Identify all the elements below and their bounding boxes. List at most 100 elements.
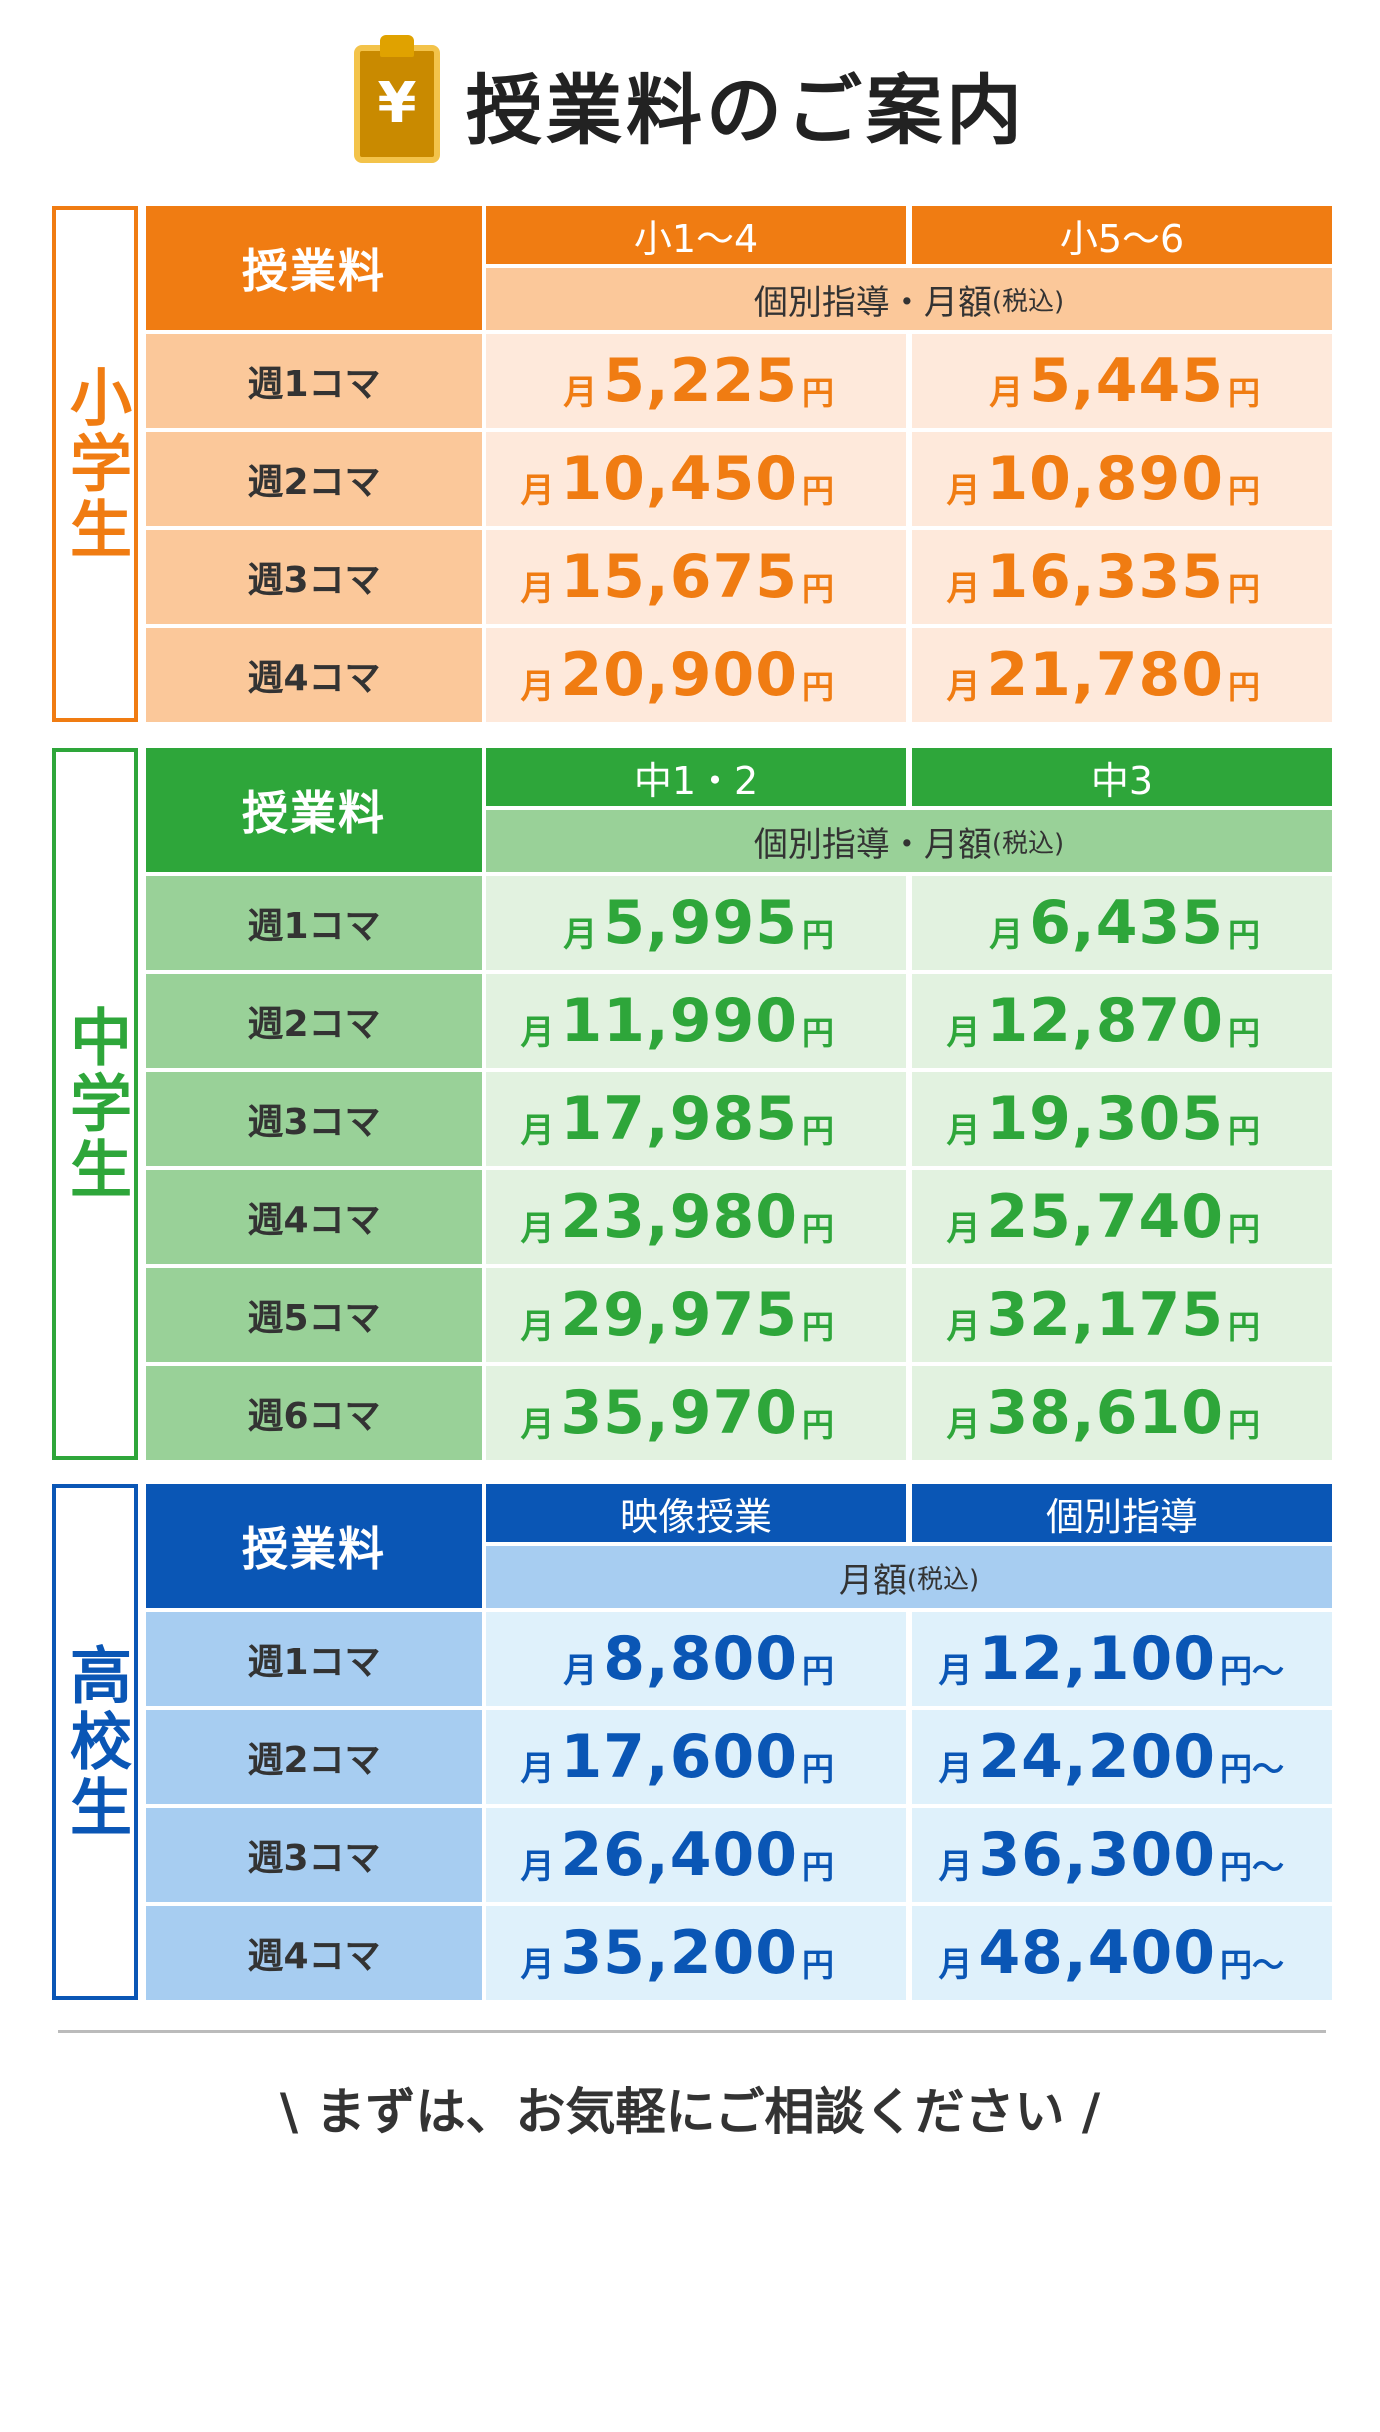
row-label: 週4コマ	[146, 1906, 482, 2000]
price-suffix: 円	[801, 1946, 834, 1984]
price-suffix: 円	[801, 1112, 834, 1150]
price-value: 36,300	[978, 1820, 1216, 1890]
subheader-note: (税込)	[906, 1564, 980, 1595]
subheader: 個別指導・月額 (税込)	[486, 268, 1332, 330]
price-prefix: 月	[938, 1846, 973, 1887]
price-prefix: 月	[520, 1110, 555, 1151]
price-prefix: 月	[520, 1404, 555, 1445]
price-suffix: 円	[801, 570, 834, 608]
price-prefix: 月	[938, 1944, 973, 1985]
price-cell: 月 17,600 円	[486, 1710, 906, 1804]
yen-clipboard-icon: ¥	[354, 35, 440, 163]
divider	[58, 2030, 1326, 2033]
price-cell: 月 5,445 円	[912, 334, 1332, 428]
price-cell: 月 16,335 円	[912, 530, 1332, 624]
price-cell: 月 11,990 円	[486, 974, 906, 1068]
price-prefix: 月	[563, 372, 598, 413]
price-cell: 月 35,200 円	[486, 1906, 906, 2000]
row-label: 週4コマ	[146, 1170, 482, 1264]
price-prefix: 月	[520, 666, 555, 707]
row-label: 週3コマ	[146, 530, 482, 624]
price-cell: 月 17,985 円	[486, 1072, 906, 1166]
column-header: 映像授業	[486, 1484, 906, 1542]
price-suffix: 円	[1227, 1210, 1260, 1248]
price-prefix: 月	[938, 1748, 973, 1789]
section-label: 小学生	[59, 365, 132, 563]
price-cell: 月 35,970 円	[486, 1366, 906, 1460]
price-suffix: 円〜	[1219, 1652, 1284, 1690]
price-suffix: 円	[1227, 668, 1260, 706]
price-suffix: 円	[1227, 472, 1260, 510]
price-cell: 月 19,305 円	[912, 1072, 1332, 1166]
column-header: 中3	[912, 748, 1332, 806]
row-label: 週3コマ	[146, 1072, 482, 1166]
price-cell: 月 5,225 円	[486, 334, 906, 428]
price-cell: 月 10,450 円	[486, 432, 906, 526]
price-value: 17,985	[560, 1084, 798, 1154]
section-side-label: 小学生	[52, 206, 138, 722]
column-header: 小1〜4	[486, 206, 906, 264]
subheader-note: (税込)	[991, 286, 1065, 317]
price-value: 15,675	[560, 542, 798, 612]
price-suffix: 円	[801, 916, 834, 954]
row-label: 週2コマ	[146, 1710, 482, 1804]
page-title: 授業料のご案内	[466, 66, 1026, 155]
price-value: 5,225	[603, 346, 798, 416]
fee-label-cell: 授業料	[146, 748, 482, 872]
price-cell: 月 12,870 円	[912, 974, 1332, 1068]
price-value: 17,600	[560, 1722, 798, 1792]
price-prefix: 月	[520, 1846, 555, 1887]
price-value: 12,100	[978, 1624, 1216, 1694]
subheader: 月額 (税込)	[486, 1546, 1332, 1608]
section-side-label: 高校生	[52, 1484, 138, 2000]
price-cell: 月 21,780 円	[912, 628, 1332, 722]
price-cell: 月 15,675 円	[486, 530, 906, 624]
price-suffix: 円	[801, 1210, 834, 1248]
price-suffix: 円	[1227, 1112, 1260, 1150]
row-label: 週5コマ	[146, 1268, 482, 1362]
row-label: 週3コマ	[146, 1808, 482, 1902]
price-prefix: 月	[946, 666, 981, 707]
price-value: 35,970	[560, 1378, 798, 1448]
price-value: 10,450	[560, 444, 798, 514]
price-prefix: 月	[989, 914, 1024, 955]
price-prefix: 月	[946, 1012, 981, 1053]
price-suffix: 円	[801, 472, 834, 510]
price-prefix: 月	[938, 1650, 973, 1691]
price-value: 38,610	[986, 1378, 1224, 1448]
price-prefix: 月	[520, 1306, 555, 1347]
price-suffix: 円	[1227, 1014, 1260, 1052]
subheader-text: 個別指導・月額	[753, 824, 992, 865]
price-value: 32,175	[986, 1280, 1224, 1350]
row-label: 週1コマ	[146, 876, 482, 970]
price-cell: 月 36,300 円〜	[912, 1808, 1332, 1902]
column-header: 中1・2	[486, 748, 906, 806]
price-suffix: 円	[1227, 570, 1260, 608]
price-prefix: 月	[946, 568, 981, 609]
price-prefix: 月	[520, 1208, 555, 1249]
section-label: 高校生	[59, 1643, 132, 1841]
price-value: 24,200	[978, 1722, 1216, 1792]
row-label: 週2コマ	[146, 974, 482, 1068]
price-suffix: 円	[801, 1750, 834, 1788]
price-prefix: 月	[520, 1012, 555, 1053]
subheader: 個別指導・月額 (税込)	[486, 810, 1332, 872]
price-suffix: 円〜	[1219, 1848, 1284, 1886]
price-suffix: 円	[1227, 1406, 1260, 1444]
price-suffix: 円	[801, 1308, 834, 1346]
price-prefix: 月	[946, 1404, 981, 1445]
price-prefix: 月	[946, 1110, 981, 1151]
price-value: 23,980	[560, 1182, 798, 1252]
column-header: 小5〜6	[912, 206, 1332, 264]
price-value: 25,740	[986, 1182, 1224, 1252]
price-prefix: 月	[946, 1306, 981, 1347]
price-suffix: 円〜	[1219, 1946, 1284, 1984]
price-cell: 月 25,740 円	[912, 1170, 1332, 1264]
column-header: 個別指導	[912, 1484, 1332, 1542]
cta-text: \ まずは、お気軽にご相談ください /	[279, 2083, 1101, 2141]
price-prefix: 月	[946, 470, 981, 511]
price-cell: 月 24,200 円〜	[912, 1710, 1332, 1804]
price-value: 8,800	[603, 1624, 798, 1694]
price-value: 29,975	[560, 1280, 798, 1350]
price-suffix: 円	[1227, 1308, 1260, 1346]
